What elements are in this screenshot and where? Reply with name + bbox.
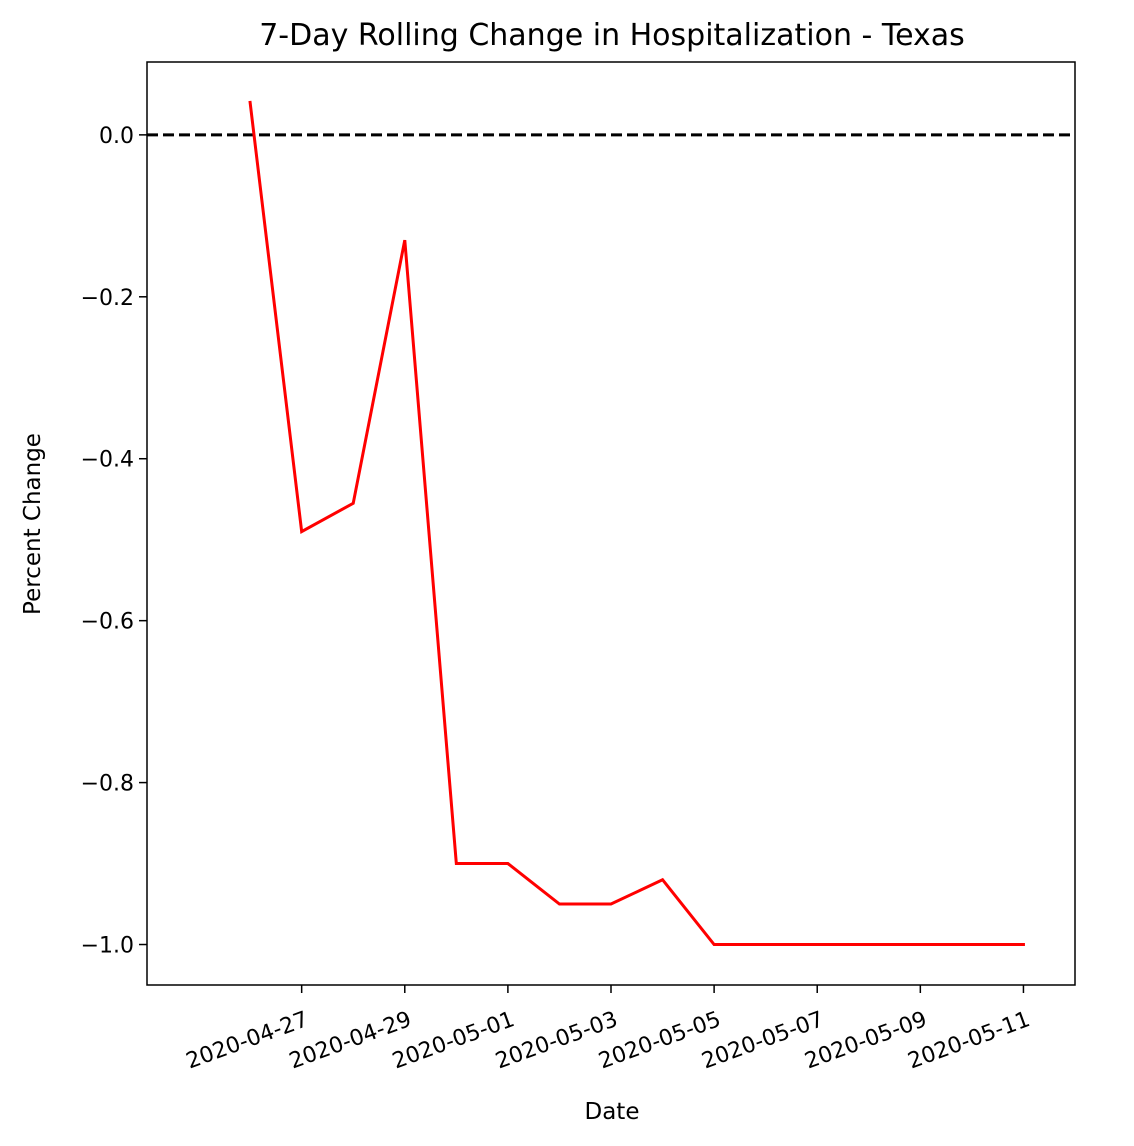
x-axis-label: Date bbox=[585, 1099, 640, 1125]
plot-frame bbox=[146, 61, 1076, 986]
y-tick-label: −0.4 bbox=[81, 448, 134, 473]
chart-title: 7-Day Rolling Change in Hospitalization … bbox=[259, 18, 965, 53]
y-axis-label: Percent Change bbox=[20, 433, 46, 615]
y-tick-label: −1.0 bbox=[81, 934, 134, 959]
y-tick-label: −0.8 bbox=[81, 772, 134, 797]
series-line bbox=[248, 100, 1025, 947]
y-tick-label: −0.6 bbox=[81, 610, 134, 635]
y-tick-label: 0.0 bbox=[99, 124, 134, 149]
y-tick-label: −0.2 bbox=[81, 286, 134, 311]
plot-area: 0.0−0.2−0.4−0.6−0.8−1.02020-04-272020-04… bbox=[81, 61, 1076, 1074]
